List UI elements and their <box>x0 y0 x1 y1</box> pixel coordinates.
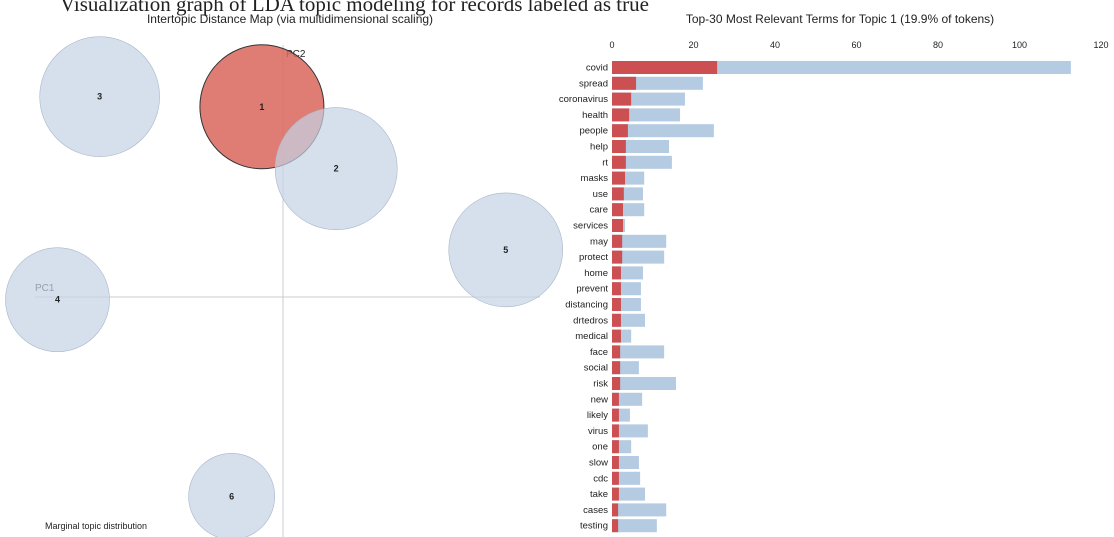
bar <box>612 76 637 90</box>
y-tick-label: slow <box>589 458 608 469</box>
topic-bubble <box>274 107 398 231</box>
y-tick-label: care <box>590 205 608 216</box>
bar <box>612 487 619 501</box>
bar <box>612 424 619 438</box>
x-tick-label: 60 <box>851 40 861 50</box>
y-tick-label: take <box>590 489 608 500</box>
bar <box>612 61 1071 74</box>
x-tick-label: 0 <box>609 40 614 50</box>
bar <box>612 345 665 359</box>
y-tick-label: use <box>593 189 608 200</box>
x-tick-label: 120 <box>1093 40 1108 50</box>
bar <box>612 155 626 169</box>
y-tick-label: help <box>590 142 608 153</box>
y-tick-label: virus <box>588 426 608 437</box>
topic-bubble <box>448 192 564 308</box>
y-tick-label: coronavirus <box>559 94 608 105</box>
y-tick-label: face <box>590 347 608 358</box>
bar <box>612 329 621 343</box>
y-tick-label: testing <box>580 521 608 532</box>
bar <box>612 392 619 406</box>
bar <box>612 92 632 106</box>
bar <box>612 377 621 390</box>
topic-label: 3 <box>97 92 102 102</box>
bar <box>612 361 621 375</box>
bar <box>612 519 657 533</box>
y-tick-label: new <box>591 394 609 405</box>
bar <box>612 266 621 280</box>
y-tick-label: distancing <box>565 300 608 311</box>
bar <box>612 234 667 248</box>
y-tick-label: drtedros <box>573 315 608 326</box>
topic-bubble <box>5 247 110 353</box>
topic-label: 6 <box>229 491 234 501</box>
y-tick-label: likely <box>587 410 608 421</box>
bar <box>612 440 619 454</box>
y-tick-label: prevent <box>576 284 608 295</box>
topic-label: 1 <box>259 102 264 112</box>
bar <box>612 124 714 138</box>
note: Marginal topic distribution <box>45 521 147 531</box>
bar <box>612 108 630 122</box>
bar <box>612 282 621 296</box>
x-tick-label: 40 <box>770 40 780 50</box>
topic-label: 2 <box>334 164 339 174</box>
bar <box>612 408 619 422</box>
topic-label: 5 <box>503 245 508 255</box>
bar <box>612 234 623 248</box>
bar <box>612 424 648 438</box>
y-tick-label: risk <box>593 379 608 390</box>
caption: Visualization graph of LDA topic modelin… <box>60 0 649 16</box>
y-tick-label: covid <box>586 63 608 74</box>
y-tick-label: protect <box>579 252 608 263</box>
chart-title: Top-30 Most Relevant Terms for Topic 1 (… <box>686 12 994 26</box>
y-tick-label: rt <box>602 157 608 168</box>
bar <box>612 298 621 311</box>
bar <box>612 503 667 517</box>
topic-label: 4 <box>55 295 60 305</box>
bar <box>612 250 623 264</box>
bar <box>612 313 621 327</box>
bar <box>612 503 619 517</box>
y-tick-label: may <box>590 236 608 247</box>
topic-bubble <box>39 36 160 157</box>
bar <box>612 456 619 469</box>
bar <box>612 471 641 485</box>
bar <box>612 203 624 217</box>
bar <box>612 155 672 169</box>
bar <box>612 171 626 185</box>
y-tick-label: medical <box>575 331 608 342</box>
x-tick-label: 20 <box>688 40 698 50</box>
y-tick-label: services <box>573 221 608 232</box>
y-tick-label: one <box>592 442 608 453</box>
chart-title: Intertopic Distance Map (via multidimens… <box>147 12 433 26</box>
y-tick-label: social <box>584 363 608 374</box>
bar <box>612 61 718 74</box>
bar <box>612 487 646 501</box>
y-tick-label: cases <box>583 505 608 516</box>
y-tick-label: people <box>579 126 608 137</box>
bar <box>612 345 621 359</box>
bar <box>612 140 626 153</box>
y-tick-label: masks <box>581 173 609 184</box>
y-tick-label: health <box>582 110 608 121</box>
bar <box>612 519 619 533</box>
y-tick-label: cdc <box>593 473 608 484</box>
y-tick-label: home <box>584 268 608 279</box>
bar <box>612 392 643 406</box>
x-tick-label: 100 <box>1012 40 1027 50</box>
bar <box>612 471 619 485</box>
x-tick-label: 80 <box>933 40 943 50</box>
bar <box>612 377 676 390</box>
bar <box>612 219 624 232</box>
bar <box>612 250 665 264</box>
bar <box>612 124 628 138</box>
topic-bubble <box>188 453 276 537</box>
bar <box>612 140 670 153</box>
bar <box>612 187 624 201</box>
y-tick-label: spread <box>579 78 608 89</box>
